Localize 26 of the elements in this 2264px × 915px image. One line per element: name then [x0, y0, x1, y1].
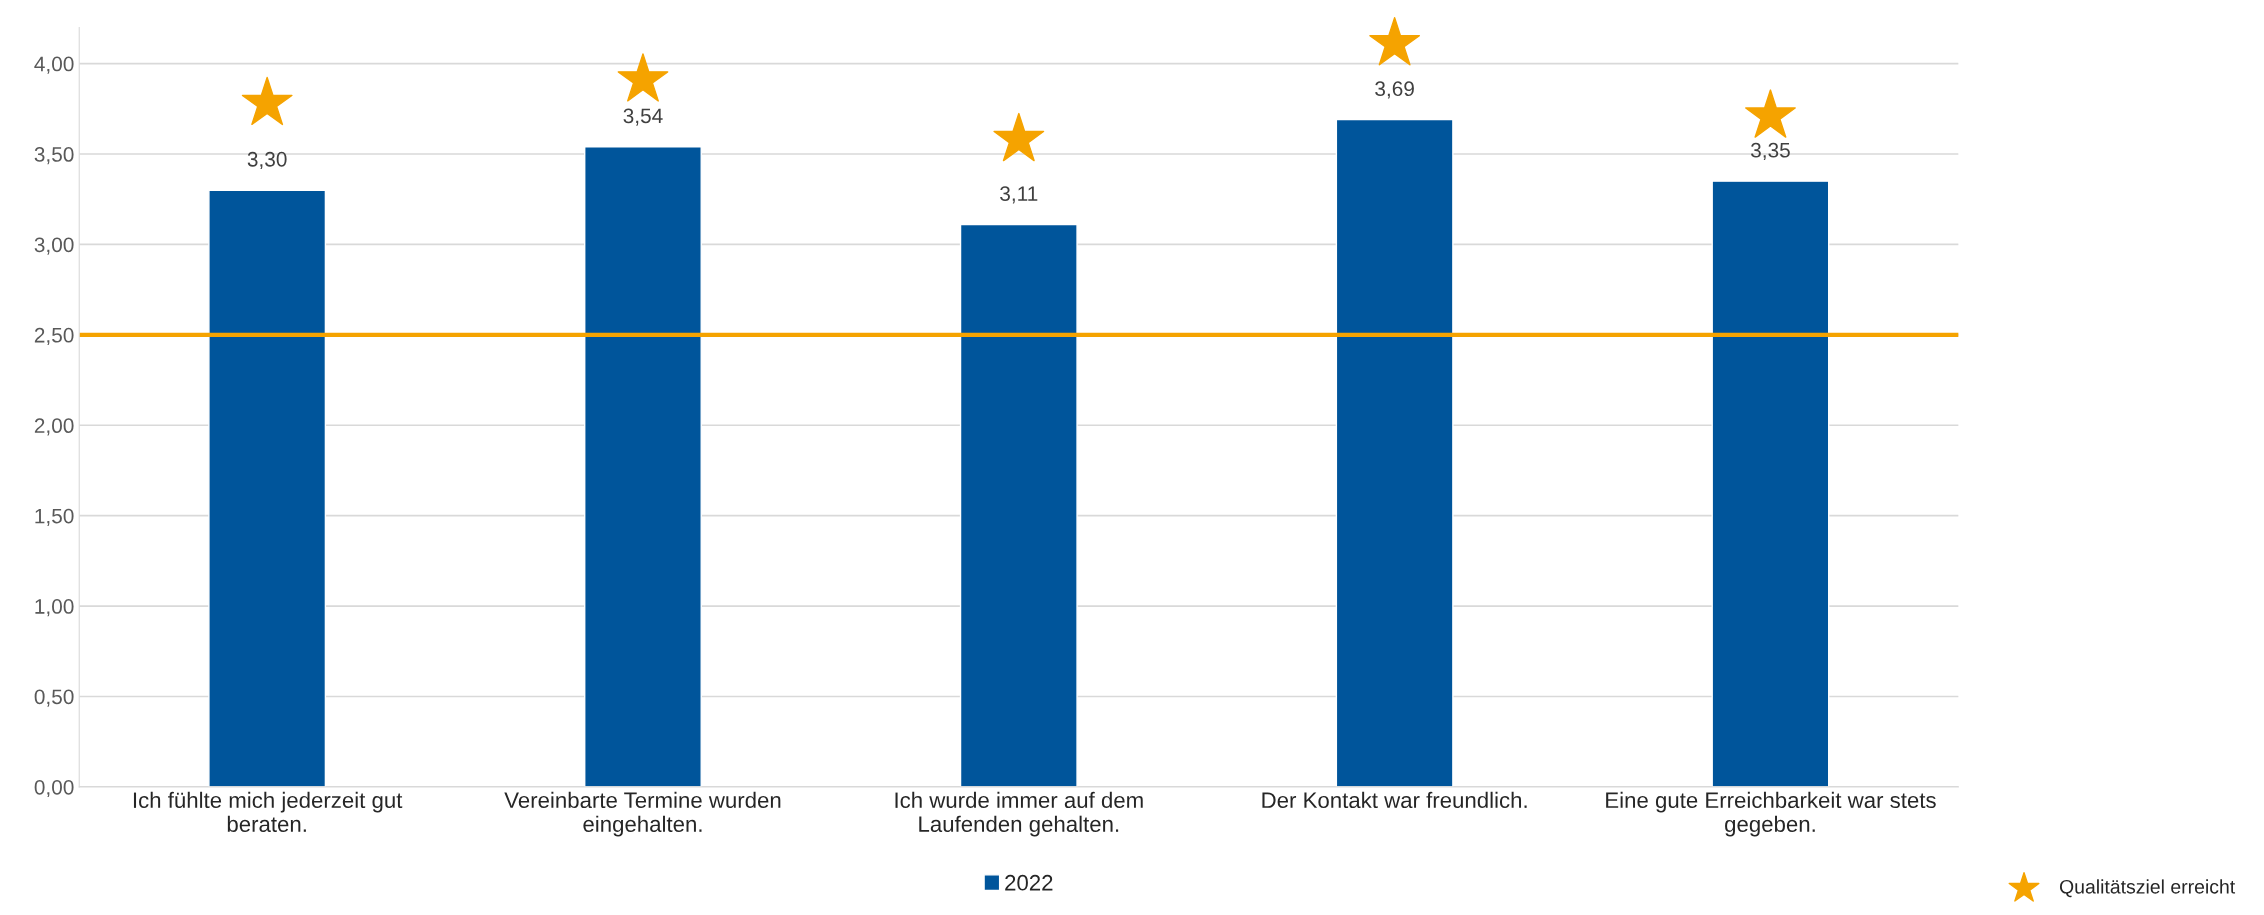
y-tick-label: 1,00 [35, 599, 74, 617]
data-label: 3,30 [247, 151, 287, 170]
legend-label: Qualitätsziel erreicht [2059, 879, 2236, 898]
y-tick-label: 2,50 [34, 327, 74, 346]
y-tick-label: 3,00 [34, 237, 74, 255]
bar [208, 189, 327, 787]
y-tick-label: 4,00 [34, 56, 74, 74]
y-tick-label: 2,00 [34, 418, 74, 436]
y-tick-label: 0,50 [34, 689, 74, 707]
y-tick-label: 3,50 [34, 147, 74, 165]
data-label: 3,35 [1750, 142, 1790, 161]
legend-label: 2022 [1005, 874, 1053, 891]
data-label: 3,69 [1375, 81, 1414, 99]
bar [1335, 118, 1454, 787]
x-tick-label: Der Kontakt war freundlich. [1262, 791, 1527, 809]
y-tick-label: 1,50 [35, 508, 74, 526]
x-tick-label: Ich wurde immer auf dem Laufenden gehalten. [895, 791, 1143, 837]
x-tick-label: Ich fühlte mich jederzeit gut beraten. [133, 791, 403, 833]
bar [1711, 180, 1830, 787]
data-label: 3,54 [623, 108, 663, 126]
bar [959, 223, 1078, 787]
x-tick-label: Vereinbarte Termine wurden eingehalten. [504, 791, 781, 837]
x-tick-label: Eine gute Erreichbarkeit war stets gegeben. [1606, 791, 1936, 837]
data-label: 3,11 [1000, 186, 1038, 204]
bar [584, 146, 702, 787]
y-tick-label: 0,00 [34, 779, 74, 798]
